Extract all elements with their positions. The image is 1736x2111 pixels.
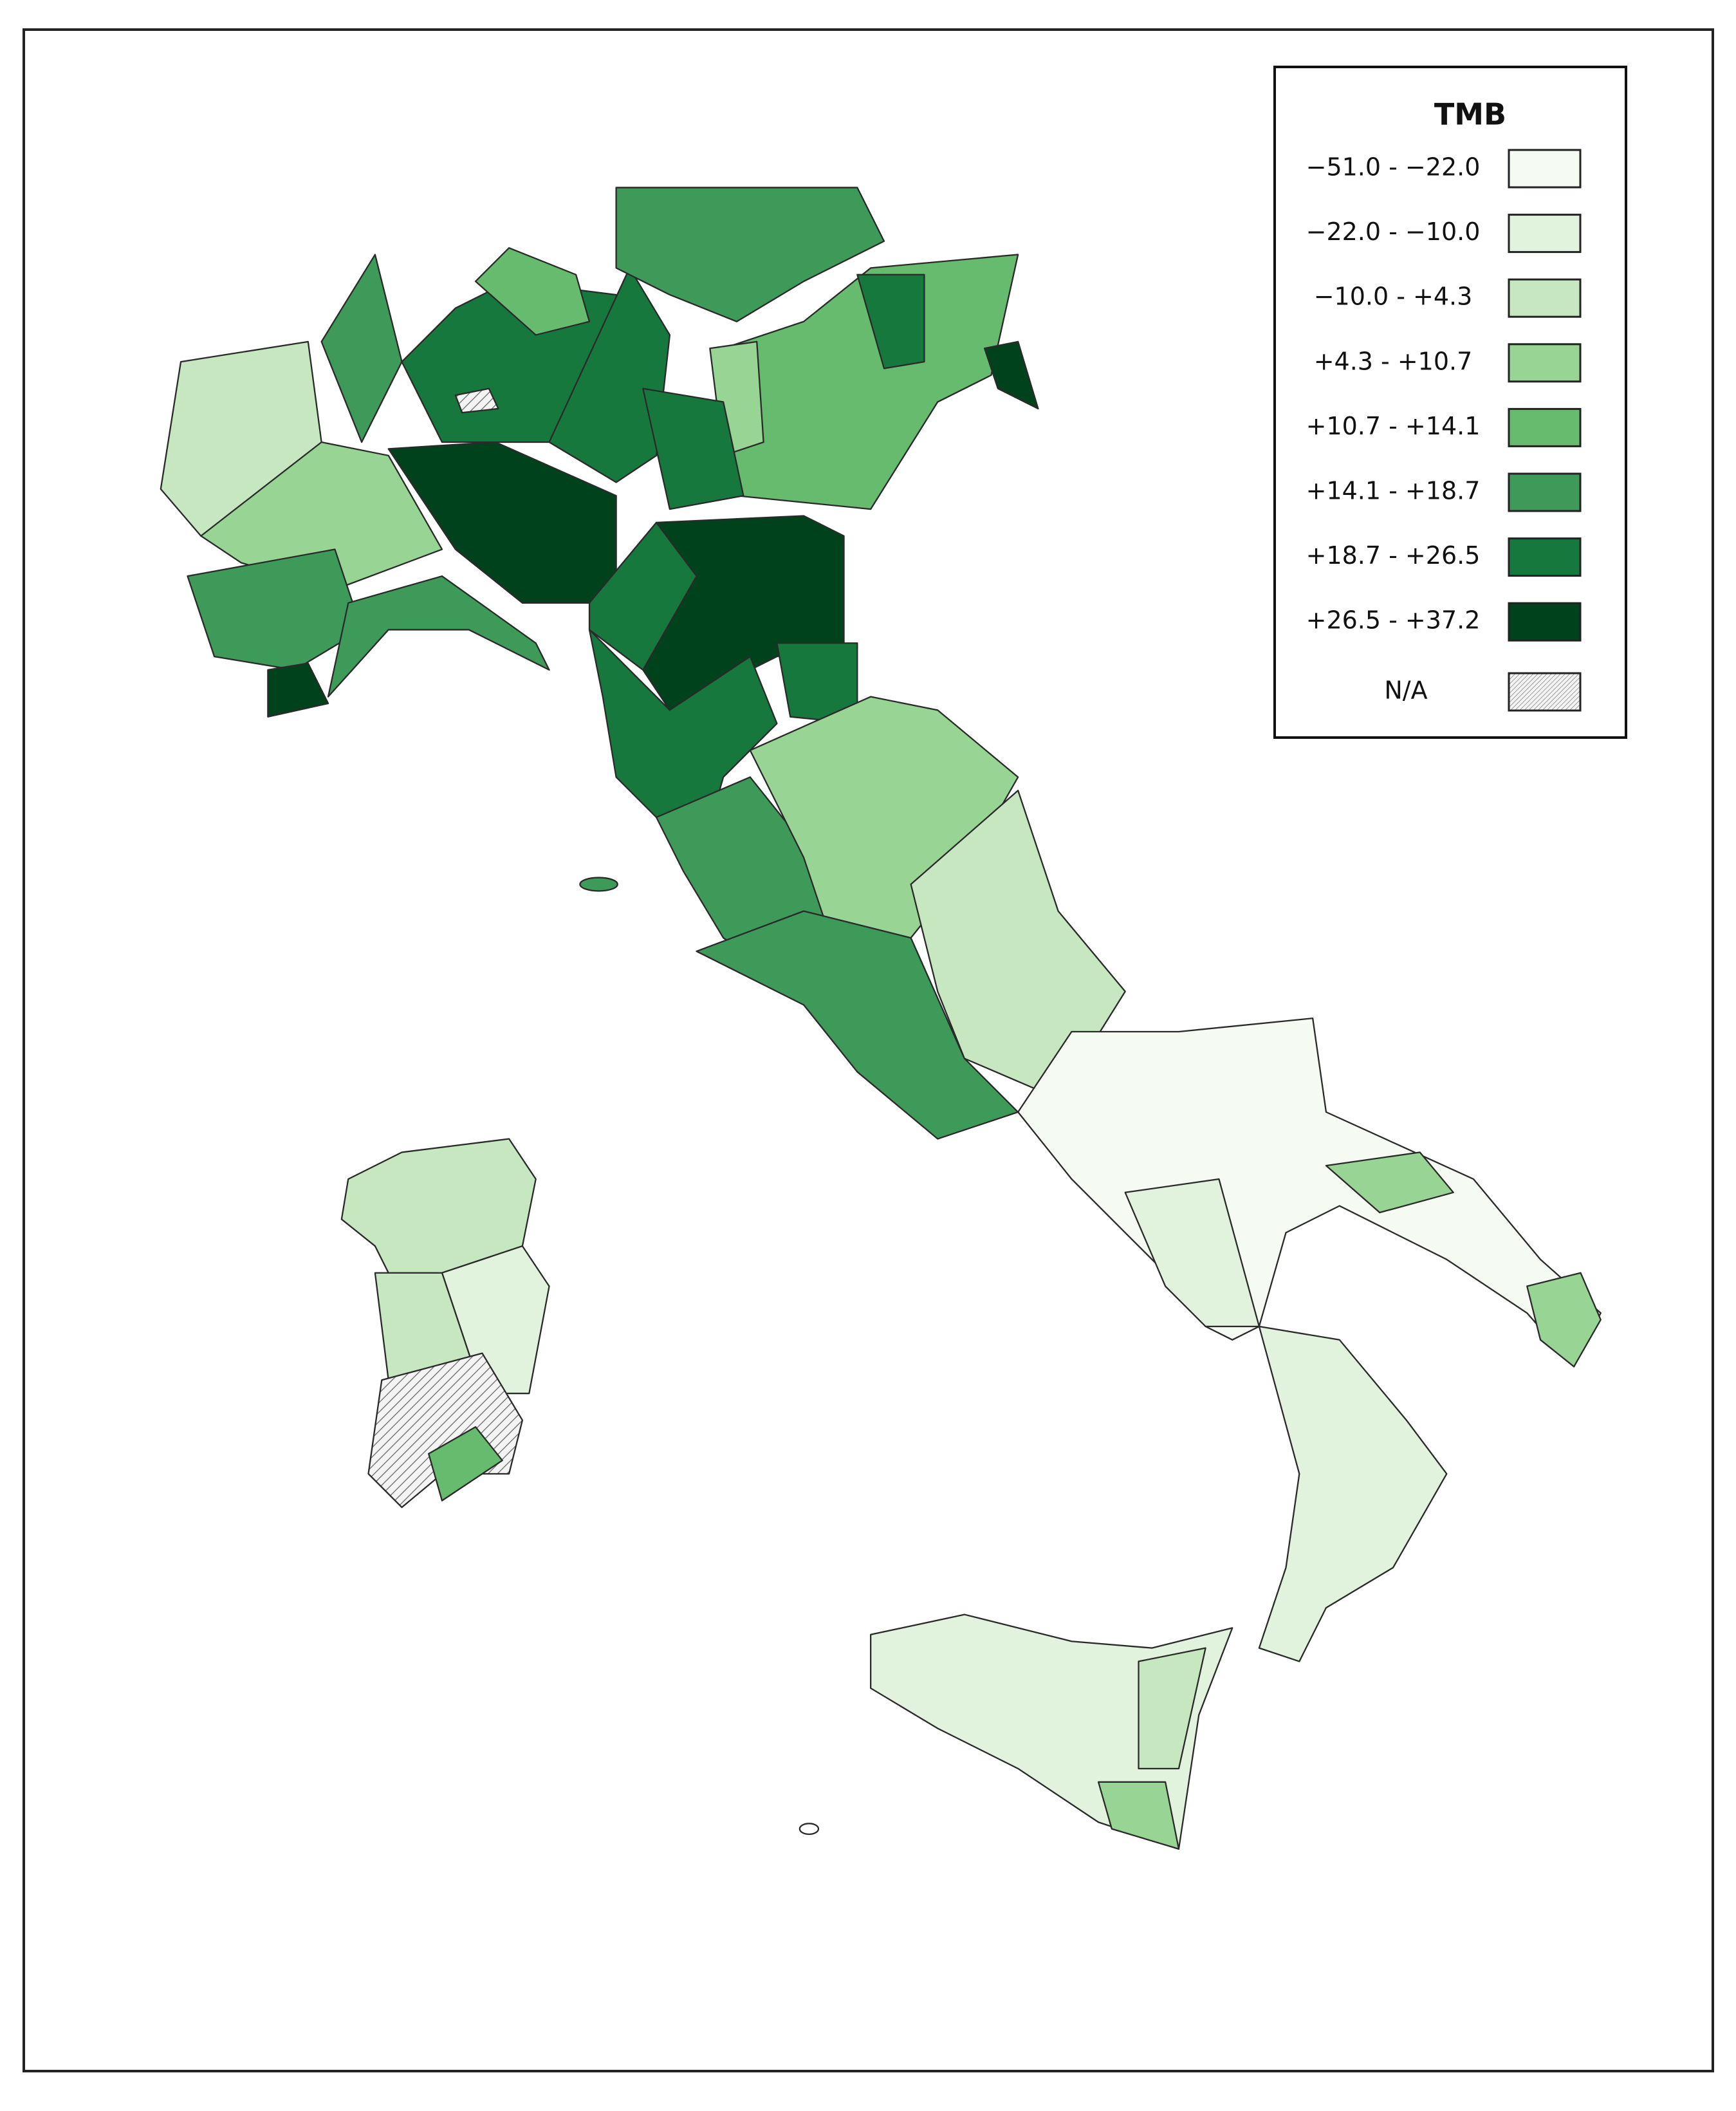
region [642,387,744,510]
region [200,441,443,591]
legend-swatch [1508,149,1582,189]
region [267,662,329,718]
legend-label: −10.0 - +4.3 [1314,283,1473,311]
legend-label: N/A [1384,676,1427,705]
region [327,575,550,698]
legend-label: −51.0 - −22.0 [1306,153,1481,181]
region [428,1426,503,1502]
region [474,246,591,336]
region [983,340,1039,410]
region [1526,1272,1602,1368]
region [856,274,925,369]
legend-swatch [1508,214,1582,254]
legend-label: −22.0 - −10.0 [1306,218,1481,246]
region-na [454,387,499,414]
legend: TMB −51.0 - −22.0 −22.0 - −10.0 −10.0 - +4… [1273,66,1627,739]
region [615,187,885,322]
region [723,254,1019,510]
legend-label: +10.7 - +14.1 [1306,412,1481,440]
island [799,1823,820,1836]
island [579,877,618,892]
legend-swatch [1508,602,1582,642]
legend-title: TMB [1434,97,1506,132]
region [1138,1647,1206,1770]
region [588,521,697,671]
region [1258,1325,1448,1662]
legend-swatch [1508,672,1582,712]
region [1124,1178,1260,1328]
region [1325,1151,1454,1214]
legend-items: −51.0 - −22.0 −22.0 - −10.0 −10.0 - +4.3 +4… [1306,149,1582,642]
legend-label: +14.1 - +18.7 [1306,477,1481,505]
italy-map [160,187,1602,1850]
legend-swatch [1508,278,1582,318]
legend-swatch [1508,407,1582,447]
legend-label: +26.5 - +37.2 [1306,606,1481,635]
legend-swatch [1508,472,1582,512]
region [187,548,363,671]
legend-swatch [1508,343,1582,383]
legend-label: +4.3 - +10.7 [1314,347,1473,375]
legend-label: +18.7 - +26.5 [1306,541,1481,570]
region [1097,1781,1180,1850]
legend-swatch [1508,537,1582,577]
